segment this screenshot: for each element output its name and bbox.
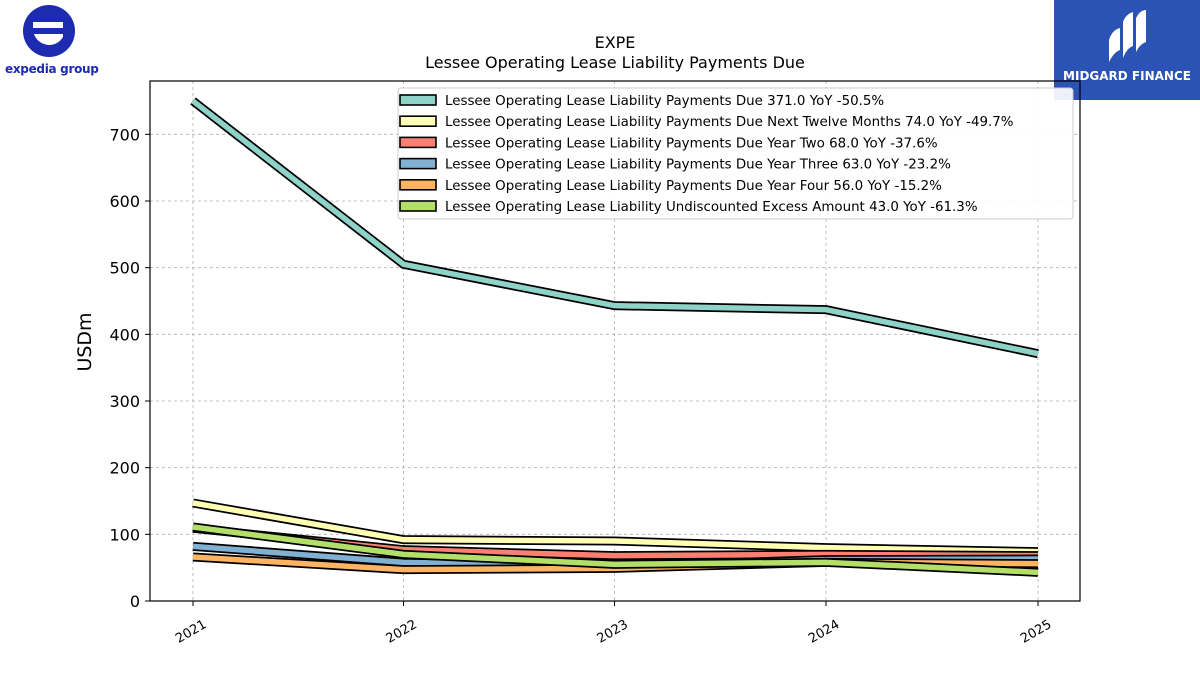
legend-swatch — [399, 115, 437, 127]
legend-swatch — [399, 157, 437, 170]
x-tick-label: 2023 — [595, 617, 631, 647]
chart-title: EXPE — [595, 33, 636, 52]
y-tick-label: 500 — [109, 259, 140, 278]
legend-swatch — [399, 94, 437, 106]
expedia-e-icon — [23, 5, 75, 57]
legend-swatch — [399, 200, 437, 212]
midgard-mark-icon — [1109, 10, 1146, 62]
midgard-finance-wordmark: MIDGARD FINANCE — [1063, 69, 1191, 83]
midgard-finance-logo: MIDGARD FINANCE — [1054, 0, 1200, 100]
y-tick-label: 700 — [109, 125, 140, 144]
series-lines — [190, 97, 1039, 577]
y-tick-label: 100 — [109, 525, 140, 544]
legend-label: Lessee Operating Lease Liability Payment… — [445, 115, 1014, 130]
x-tick-label: 2022 — [384, 617, 420, 647]
x-tick-label: 2025 — [1018, 617, 1054, 647]
x-tick-label: 2021 — [173, 617, 209, 647]
series-line — [192, 524, 1039, 576]
chart-subtitle: Lessee Operating Lease Liability Payment… — [425, 53, 805, 72]
legend-label: Lessee Operating Lease Liability Payment… — [445, 136, 938, 151]
legend-box — [397, 87, 1074, 220]
legend-label: Lessee Operating Lease Liability Payment… — [445, 94, 884, 109]
expedia-group-wordmark: expedia group — [5, 62, 99, 76]
y-tick-label: 300 — [109, 392, 140, 411]
legend-label: Lessee Operating Lease Liability Payment… — [445, 179, 942, 194]
legend-label: Lessee Operating Lease Liability Payment… — [445, 158, 951, 173]
y-tick-label: 0 — [130, 592, 140, 611]
legend-swatch — [399, 136, 437, 149]
series-line — [192, 500, 1039, 555]
legend: Lessee Operating Lease Liability Payment… — [397, 87, 1074, 220]
y-axis-label: USDm — [74, 312, 96, 371]
series-line — [191, 98, 1039, 357]
legend-swatch — [399, 179, 437, 191]
y-tick-label: 600 — [109, 192, 140, 211]
y-tick-label: 200 — [109, 459, 140, 478]
expedia-group-logo: expedia group — [0, 0, 100, 80]
x-tick-label: 2024 — [806, 617, 842, 647]
y-tick-label: 400 — [109, 325, 140, 344]
legend-label: Lessee Operating Lease Liability Undisco… — [445, 200, 978, 215]
